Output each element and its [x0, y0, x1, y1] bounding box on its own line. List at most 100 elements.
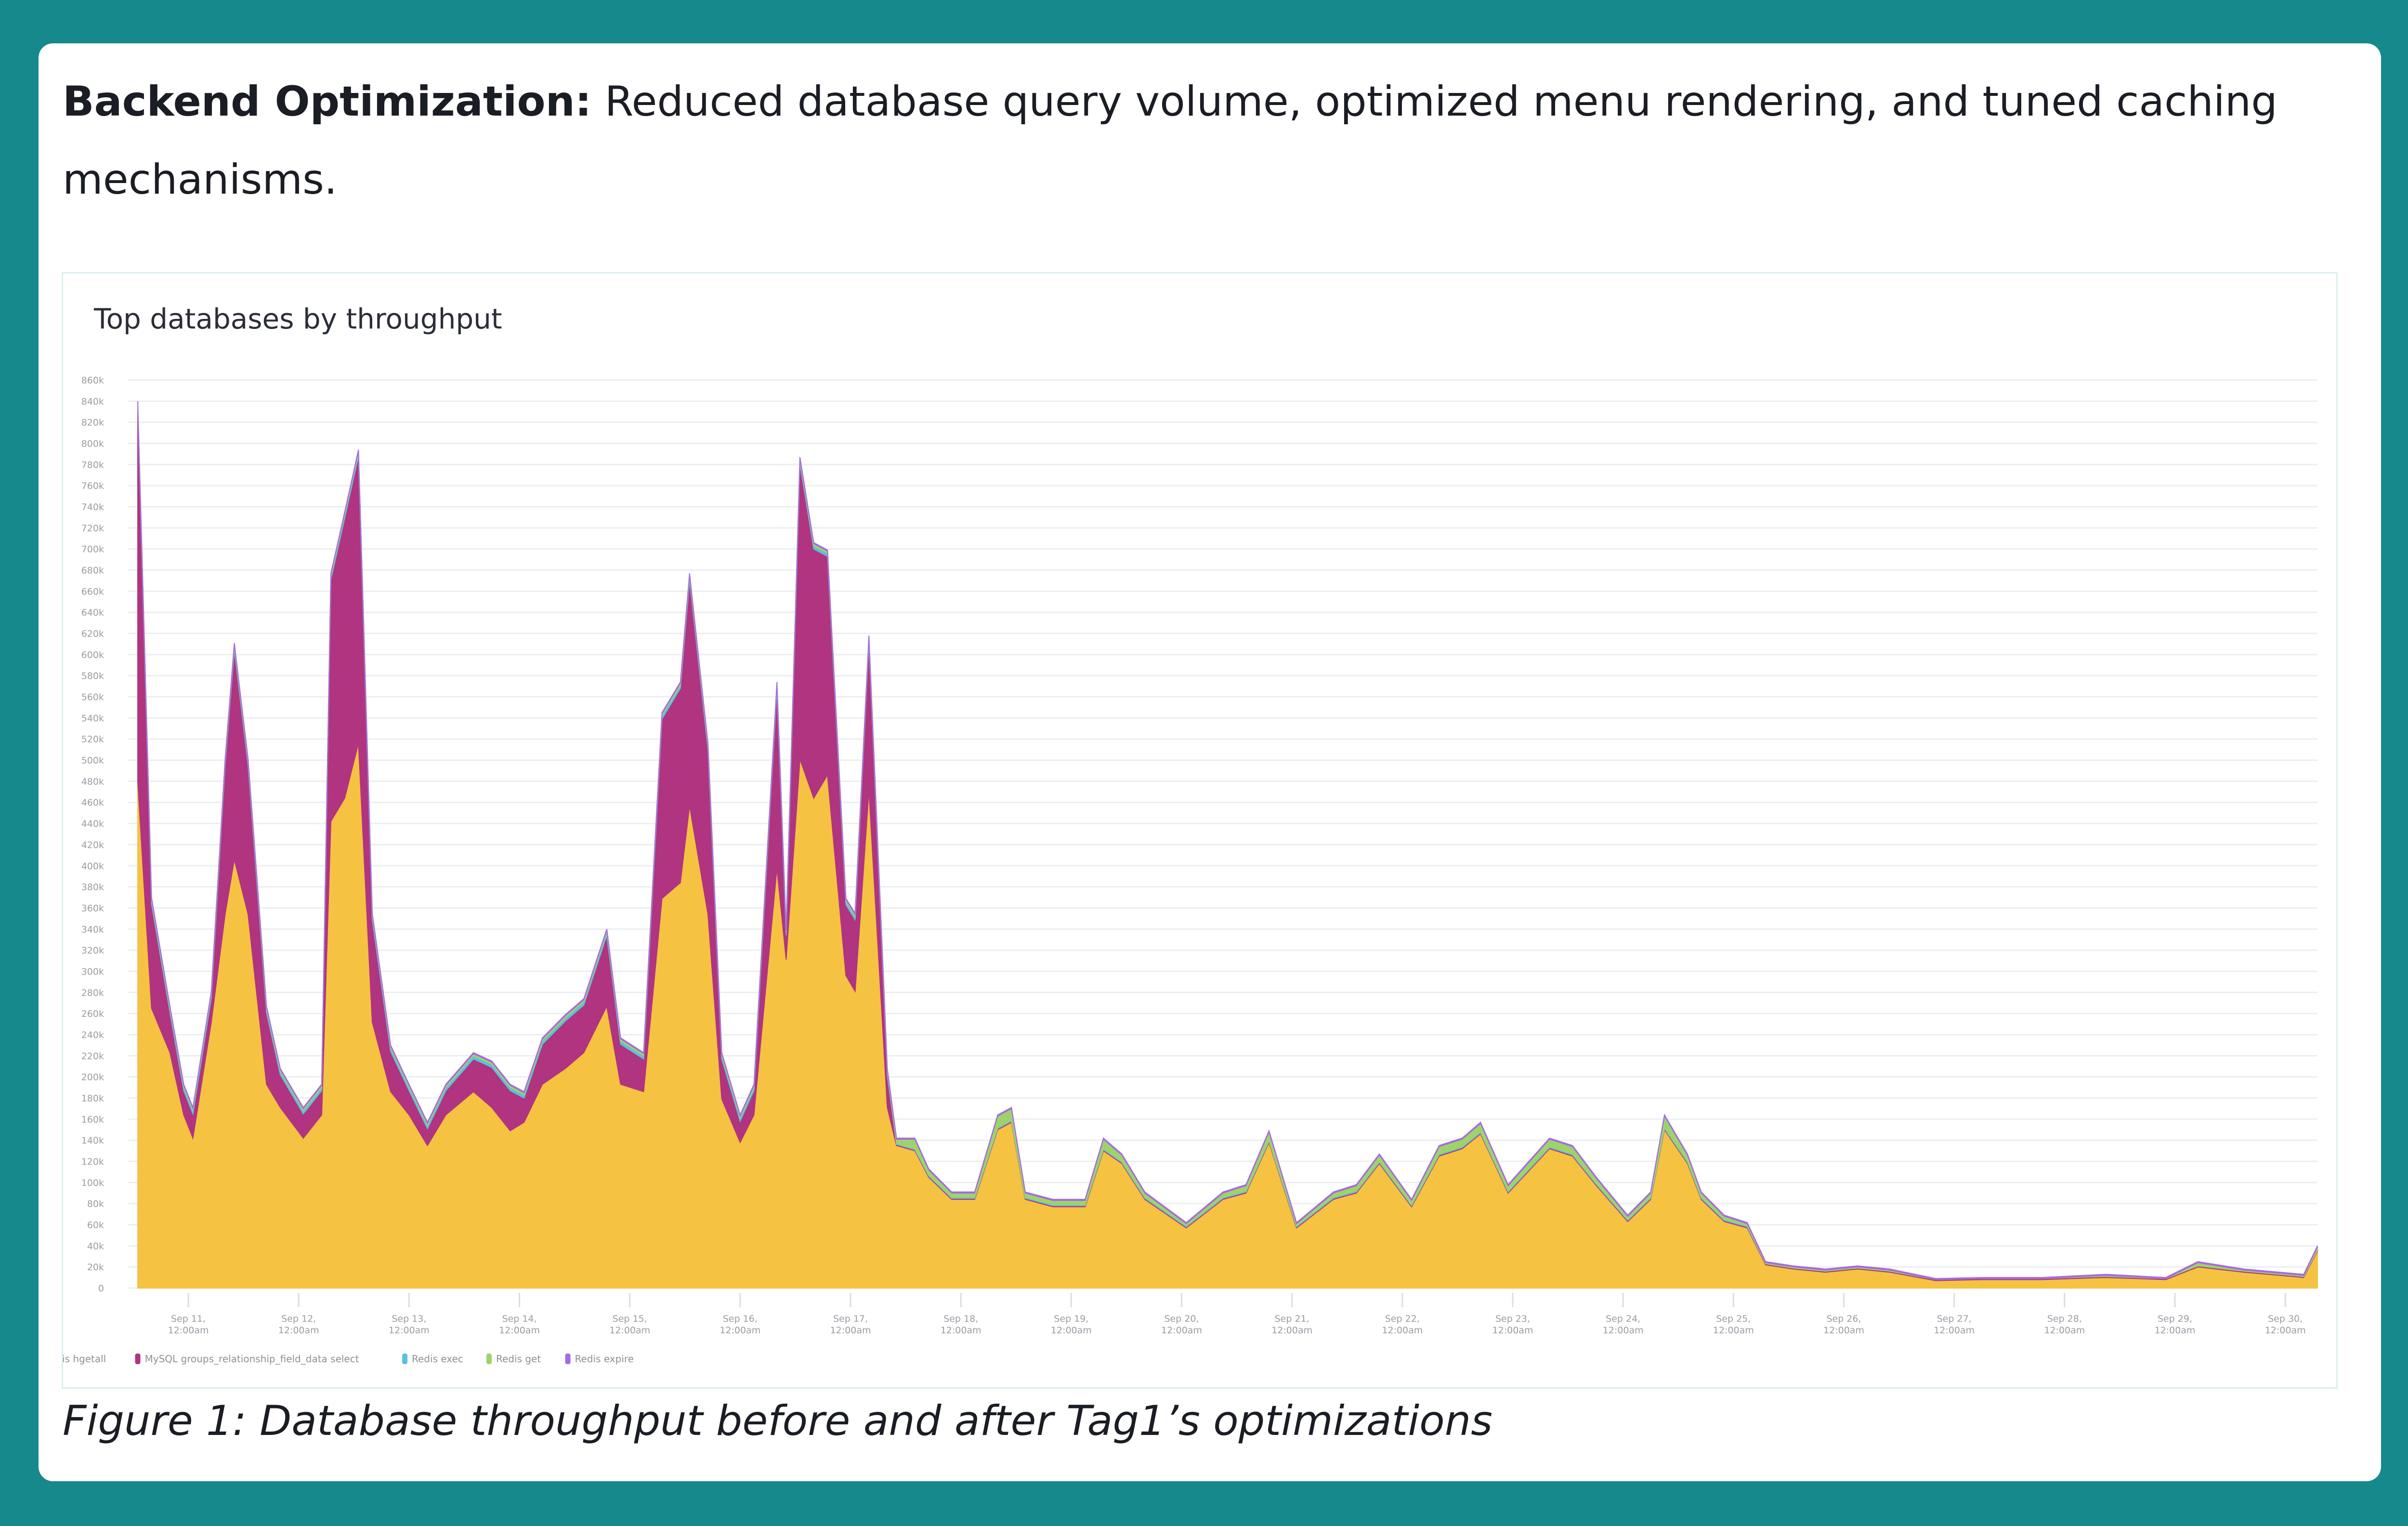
- area-series-4: [137, 401, 2318, 1280]
- y-tick-label: 220k: [81, 1051, 104, 1062]
- area-series-0: [137, 743, 2318, 1289]
- y-tick-label: 720k: [81, 523, 104, 534]
- x-tick-label: 12:00am: [941, 1325, 982, 1336]
- x-tick-label: 12:00am: [1934, 1325, 1975, 1336]
- y-tick-label: 400k: [81, 861, 104, 871]
- throughput-chart: 0 20k 40k 60k 80k 100k 120k 140k 160k 180k 200k 220…: [63, 375, 2318, 1365]
- x-tick-label: 12:00am: [609, 1325, 650, 1336]
- figure-caption: Figure 1: Database throughput before and…: [63, 1397, 1493, 1445]
- x-tick-label: 12:00am: [499, 1325, 540, 1336]
- y-tick-label: 580k: [81, 671, 104, 682]
- legend-label-0: Redis hgetall: [63, 1353, 106, 1365]
- x-tick-label: Sep 17,: [833, 1314, 868, 1324]
- section-heading: Backend Optimization: Reduced database q…: [63, 63, 2336, 219]
- chart-frame: Top databases by throughput 0 20k 40k 60k 80…: [62, 272, 2338, 1389]
- y-tick-label: 320k: [81, 946, 104, 956]
- y-tick-label: 800k: [81, 439, 104, 449]
- legend-swatch: [486, 1354, 492, 1364]
- x-tick-label: Sep 18,: [943, 1314, 978, 1324]
- y-tick-label: 60k: [87, 1220, 104, 1230]
- legend-swatch: [402, 1354, 407, 1364]
- legend-label-4: Redis expire: [575, 1353, 634, 1365]
- y-tick-label: 240k: [81, 1030, 104, 1040]
- y-tick-label: 500k: [81, 755, 104, 766]
- x-tick-label: 12:00am: [1823, 1325, 1864, 1336]
- y-tick-label: 820k: [81, 418, 104, 428]
- y-tick-label: 380k: [81, 882, 104, 893]
- y-tick-label: 260k: [81, 1009, 104, 1019]
- y-tick-label: 600k: [81, 650, 104, 660]
- y-tick-label: 460k: [81, 798, 104, 808]
- x-tick-label: Sep 25,: [1716, 1314, 1751, 1324]
- x-tick-label: Sep 24,: [1606, 1314, 1640, 1324]
- y-tick-label: 80k: [87, 1199, 104, 1210]
- y-tick-label: 540k: [81, 713, 104, 724]
- y-tick-label: 100k: [81, 1178, 104, 1188]
- y-tick-label: 440k: [81, 819, 104, 829]
- legend-swatch: [135, 1354, 141, 1364]
- x-tick-label: Sep 14,: [502, 1314, 537, 1324]
- x-tick-label: Sep 19,: [1054, 1314, 1088, 1324]
- y-tick-label: 480k: [81, 776, 104, 787]
- legend-swatch: [565, 1354, 571, 1364]
- x-tick-label: 12:00am: [1051, 1325, 1092, 1336]
- y-tick-label: 140k: [81, 1135, 104, 1146]
- x-tick-label: Sep 22,: [1385, 1314, 1420, 1324]
- chart-title: Top databases by throughput: [94, 303, 502, 335]
- x-tick-label: Sep 20,: [1164, 1314, 1199, 1324]
- y-tick-label: 780k: [81, 460, 104, 470]
- x-tick-label: Sep 26,: [1826, 1314, 1861, 1324]
- x-tick-label: 12:00am: [1713, 1325, 1754, 1336]
- y-tick-label: 560k: [81, 692, 104, 703]
- y-tick-label: 740k: [81, 502, 104, 513]
- heading-text: Reduced database query volume, optimized…: [63, 78, 2277, 204]
- x-tick-label: 12:00am: [389, 1325, 430, 1336]
- x-tick-label: 12:00am: [830, 1325, 871, 1336]
- x-tick-label: 12:00am: [720, 1325, 760, 1336]
- legend-label-2: Redis exec: [412, 1353, 463, 1365]
- x-tick-label: Sep 23,: [1495, 1314, 1530, 1324]
- legend-label-3: Redis get: [496, 1353, 541, 1365]
- x-tick-label: Sep 28,: [2047, 1314, 2082, 1324]
- legend-label-1: MySQL groups_relationship_field_data sel…: [145, 1353, 359, 1365]
- y-tick-label: 180k: [81, 1093, 104, 1104]
- x-tick-label: 12:00am: [168, 1325, 209, 1336]
- x-tick-label: 12:00am: [1271, 1325, 1312, 1336]
- y-tick-label: 860k: [81, 375, 104, 386]
- y-tick-label: 0: [98, 1283, 104, 1294]
- y-tick-label: 700k: [81, 544, 104, 555]
- y-tick-label: 520k: [81, 734, 104, 745]
- x-tick-label: 12:00am: [1382, 1325, 1423, 1336]
- x-tick-label: 12:00am: [1161, 1325, 1202, 1336]
- y-tick-label: 640k: [81, 607, 104, 618]
- y-tick-label: 360k: [81, 903, 104, 914]
- x-tick-label: Sep 12,: [281, 1314, 316, 1324]
- x-tick-label: Sep 30,: [2268, 1314, 2303, 1324]
- y-tick-label: 40k: [87, 1241, 104, 1251]
- x-tick-label: Sep 15,: [613, 1314, 647, 1324]
- x-tick-label: Sep 16,: [723, 1314, 758, 1324]
- x-tick-label: 12:00am: [1492, 1325, 1533, 1336]
- y-tick-label: 660k: [81, 586, 104, 597]
- y-tick-label: 300k: [81, 966, 104, 977]
- x-tick-label: 12:00am: [1603, 1325, 1644, 1336]
- x-tick-label: Sep 27,: [1937, 1314, 1972, 1324]
- y-tick-label: 620k: [81, 629, 104, 639]
- content-card: Backend Optimization: Reduced database q…: [39, 43, 2381, 1481]
- x-tick-label: Sep 13,: [392, 1314, 426, 1324]
- y-tick-label: 340k: [81, 924, 104, 935]
- y-tick-label: 20k: [87, 1262, 104, 1273]
- y-tick-label: 760k: [81, 481, 104, 491]
- y-tick-label: 280k: [81, 987, 104, 998]
- y-tick-label: 120k: [81, 1157, 104, 1167]
- y-tick-label: 840k: [81, 396, 104, 407]
- x-tick-label: 12:00am: [2155, 1325, 2196, 1336]
- y-tick-label: 160k: [81, 1114, 104, 1125]
- x-tick-label: Sep 11,: [171, 1314, 206, 1324]
- x-tick-label: Sep 21,: [1275, 1314, 1309, 1324]
- y-tick-label: 420k: [81, 840, 104, 850]
- x-tick-label: 12:00am: [2265, 1325, 2306, 1336]
- y-tick-label: 680k: [81, 566, 104, 576]
- heading-bold: Backend Optimization:: [63, 78, 592, 126]
- x-tick-label: 12:00am: [278, 1325, 319, 1336]
